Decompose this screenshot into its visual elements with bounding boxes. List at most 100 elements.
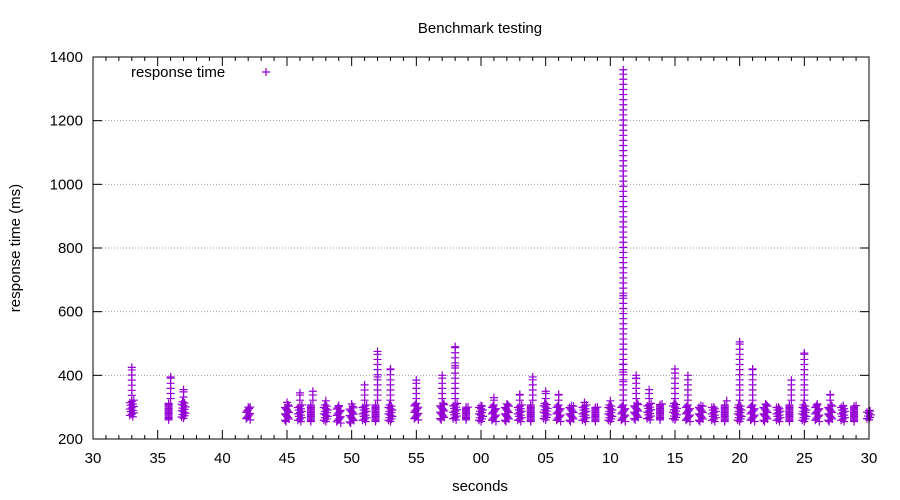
data-point bbox=[440, 400, 449, 409]
data-point bbox=[388, 406, 397, 415]
second-column bbox=[345, 399, 358, 428]
data-point bbox=[839, 401, 848, 410]
second-column bbox=[371, 347, 382, 426]
x-tick-label: 05 bbox=[537, 450, 554, 467]
second-column bbox=[177, 385, 190, 423]
data-point bbox=[593, 403, 602, 412]
second-column bbox=[125, 363, 138, 421]
second-column bbox=[526, 372, 537, 426]
data-point bbox=[671, 364, 679, 373]
y-tick-label: 400 bbox=[58, 367, 83, 384]
grid-lines bbox=[93, 120, 869, 376]
second-column bbox=[565, 401, 578, 426]
second-column bbox=[164, 372, 175, 424]
second-column bbox=[384, 364, 397, 426]
second-column bbox=[694, 401, 707, 426]
data-point bbox=[321, 396, 330, 405]
x-tick-label: 35 bbox=[149, 450, 166, 467]
data-point bbox=[164, 399, 173, 408]
data-point bbox=[632, 374, 641, 383]
y-tick-label: 600 bbox=[58, 304, 83, 321]
data-point bbox=[643, 401, 652, 410]
second-column bbox=[539, 387, 552, 424]
data-point bbox=[774, 403, 783, 412]
data-point bbox=[619, 377, 628, 386]
second-column bbox=[500, 399, 513, 426]
data-point bbox=[785, 400, 794, 409]
y-axis-label: response time (ms) bbox=[7, 184, 24, 312]
data-point bbox=[347, 399, 356, 408]
second-column bbox=[281, 398, 293, 426]
data-point bbox=[866, 406, 874, 415]
second-column bbox=[669, 364, 681, 424]
data-point bbox=[787, 376, 796, 385]
data-point bbox=[762, 400, 771, 409]
data-point bbox=[619, 291, 628, 300]
data-point bbox=[696, 401, 705, 410]
data-point bbox=[477, 401, 485, 410]
data-point bbox=[567, 401, 576, 410]
data-point bbox=[540, 399, 549, 408]
data-point bbox=[129, 396, 138, 405]
second-column bbox=[772, 403, 785, 426]
y-tick-label: 800 bbox=[58, 240, 83, 257]
data-point bbox=[645, 385, 654, 394]
data-point bbox=[618, 402, 627, 411]
data-point bbox=[569, 402, 578, 411]
second-column bbox=[293, 388, 306, 426]
data-point bbox=[801, 402, 810, 411]
x-tick-label: 45 bbox=[279, 450, 296, 467]
y-tick-label: 1200 bbox=[50, 113, 83, 130]
legend-label: response time bbox=[131, 64, 225, 81]
data-point bbox=[541, 387, 550, 396]
data-point bbox=[385, 400, 394, 409]
second-column bbox=[319, 396, 332, 426]
data-point bbox=[634, 400, 643, 409]
data-point bbox=[761, 399, 770, 408]
data-point bbox=[799, 400, 808, 409]
data-point bbox=[647, 399, 656, 408]
second-column bbox=[746, 364, 759, 426]
second-column bbox=[242, 403, 255, 424]
x-axis-ticks: 30 35 40 45 50 55 00 05 10 15 20 25 30 bbox=[85, 57, 878, 467]
x-tick-label: 30 bbox=[861, 450, 878, 467]
second-column bbox=[410, 376, 423, 424]
data-point bbox=[619, 360, 628, 369]
data-point bbox=[127, 363, 136, 372]
data-point bbox=[386, 364, 395, 373]
data-point bbox=[656, 400, 665, 409]
second-column bbox=[733, 337, 746, 426]
data-point bbox=[694, 403, 703, 412]
y-axis-ticks: 200 400 600 800 1000 1200 1400 bbox=[50, 49, 869, 448]
data-point bbox=[672, 400, 680, 409]
data-point bbox=[837, 403, 846, 412]
data-point bbox=[438, 371, 447, 380]
data-point bbox=[295, 388, 304, 397]
data-point bbox=[605, 400, 614, 409]
data-point bbox=[285, 402, 293, 411]
data-point bbox=[453, 399, 462, 408]
x-tick-label: 10 bbox=[602, 450, 619, 467]
data-point bbox=[449, 401, 458, 410]
data-point bbox=[517, 400, 526, 409]
data-point bbox=[166, 372, 175, 381]
second-column bbox=[591, 403, 602, 426]
data-point bbox=[720, 400, 729, 409]
data-point bbox=[412, 376, 421, 385]
data-point bbox=[283, 398, 291, 407]
data-point bbox=[633, 399, 642, 408]
data-point bbox=[748, 364, 757, 373]
second-column bbox=[462, 403, 473, 424]
data-point bbox=[607, 402, 616, 411]
legend-symbol bbox=[262, 68, 270, 76]
data-point bbox=[528, 372, 537, 381]
data-point bbox=[736, 402, 745, 411]
data-point bbox=[526, 400, 535, 409]
data-point bbox=[502, 399, 511, 408]
data-point bbox=[373, 372, 382, 381]
data-point bbox=[852, 401, 861, 410]
x-tick-label: 20 bbox=[731, 450, 748, 467]
y-tick-label: 1400 bbox=[50, 49, 83, 66]
data-point bbox=[565, 403, 574, 412]
